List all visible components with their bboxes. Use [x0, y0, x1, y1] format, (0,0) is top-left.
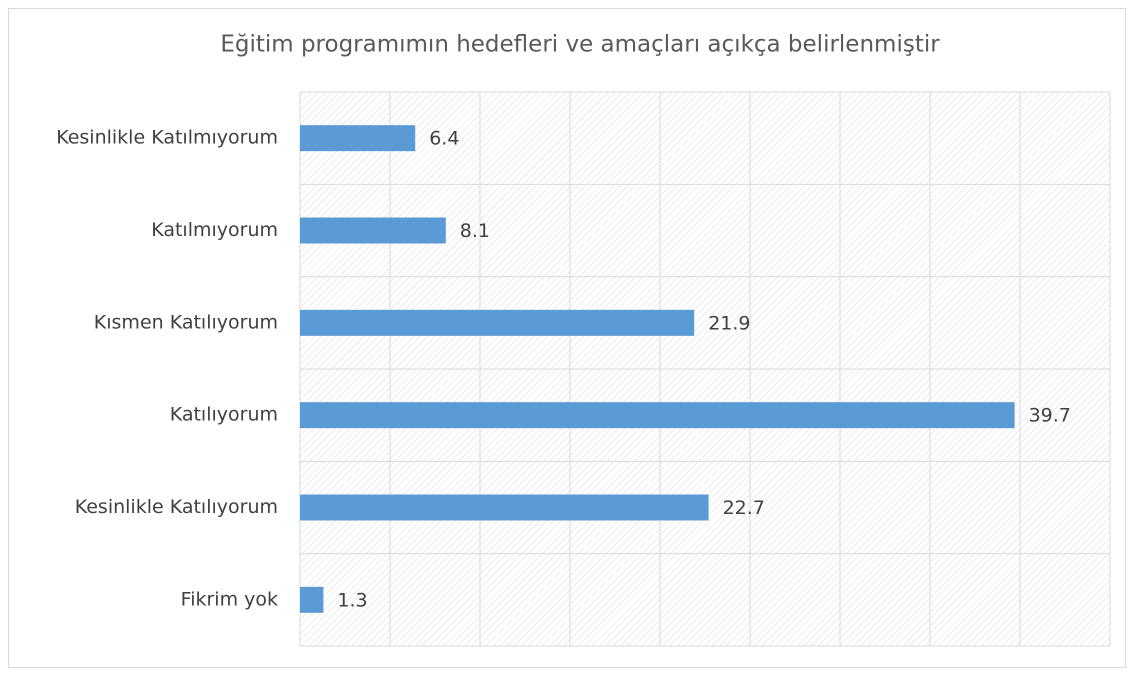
data-label: 21.9 [708, 312, 750, 334]
chart-title: Eğitim programımın hedefleri ve amaçları… [220, 32, 940, 58]
data-label: 1.3 [337, 589, 367, 611]
data-label: 8.1 [460, 220, 490, 242]
data-label: 39.7 [1029, 405, 1071, 427]
data-label: 22.7 [723, 497, 765, 519]
y-tick-label: Katılıyorum [170, 404, 278, 426]
y-tick-label: Kısmen Katılıyorum [94, 311, 278, 333]
data-label: 6.4 [429, 128, 459, 150]
bar [300, 586, 324, 613]
y-tick-label: Kesinlikle Katılmıyorum [56, 127, 278, 149]
bar [300, 217, 446, 244]
y-tick-label: Fikrim yok [181, 588, 278, 610]
bar [300, 309, 695, 336]
bar [300, 125, 416, 152]
bar [300, 402, 1015, 429]
bar [300, 494, 709, 521]
y-tick-label: Katılmıyorum [151, 219, 278, 241]
y-tick-label: Kesinlikle Katılıyorum [75, 496, 278, 518]
